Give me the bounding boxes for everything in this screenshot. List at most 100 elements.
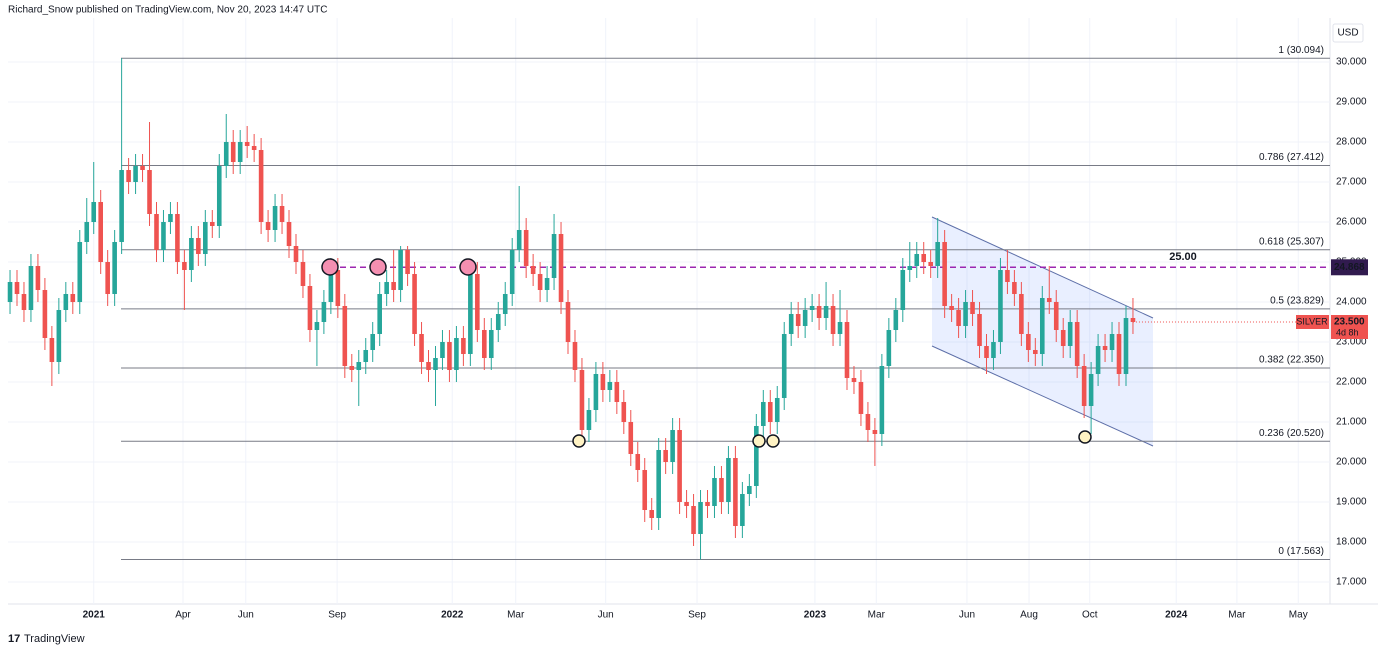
candle-body: [495, 314, 501, 330]
candle-body: [851, 378, 857, 382]
candle-body: [63, 294, 69, 310]
y-tick-label: 18.000: [1336, 537, 1367, 548]
candle-body: [614, 382, 620, 402]
fib-label: 0.786 (27.412): [1259, 152, 1324, 163]
candle-body: [1067, 322, 1073, 346]
candle-body: [293, 246, 299, 262]
candle-body: [133, 166, 138, 182]
candle-body: [837, 322, 843, 334]
touch-marker: [459, 258, 477, 276]
candle-body: [342, 306, 348, 366]
candle-body: [928, 262, 933, 266]
x-tick-label: Mar: [868, 610, 886, 621]
candle-body: [565, 302, 571, 342]
candle-body: [781, 334, 787, 398]
candle-body: [482, 330, 487, 358]
fib-label: 0.5 (23.829): [1270, 295, 1324, 306]
candle-body: [91, 202, 97, 222]
candle-body: [488, 330, 494, 358]
candle-body: [1019, 294, 1024, 334]
candle-body: [886, 330, 892, 366]
candle-body: [984, 346, 989, 358]
candle-body: [677, 430, 682, 502]
last-price-label: 23.500: [1334, 317, 1365, 328]
support-marker: [752, 434, 766, 448]
candle-body: [537, 274, 543, 290]
candle-body: [412, 274, 417, 334]
candle-body: [1046, 298, 1052, 302]
candle-body: [733, 458, 738, 526]
candle-body: [607, 382, 613, 390]
candle-body: [161, 222, 166, 250]
candle-body: [84, 222, 90, 242]
candle-body: [970, 302, 975, 314]
candle-body: [35, 266, 41, 290]
candle-body: [154, 214, 159, 250]
candle-body: [698, 502, 703, 534]
candle-body: [872, 430, 878, 434]
currency-box[interactable]: [1332, 23, 1364, 43]
candle-body: [530, 266, 536, 274]
candle-body: [516, 230, 522, 250]
candle-body: [237, 142, 243, 162]
candle-body: [893, 310, 899, 330]
candle-body: [879, 366, 885, 434]
candle-body: [279, 206, 285, 222]
touch-marker: [321, 258, 339, 276]
candle-body: [760, 402, 766, 426]
brand: 17 TradingView: [8, 633, 85, 645]
candle-body: [670, 430, 675, 462]
candle-body: [754, 426, 759, 486]
candle-body: [21, 294, 27, 310]
candle-body: [900, 270, 906, 310]
candle-body: [14, 282, 20, 294]
countdown: 4d 8h: [1336, 327, 1359, 337]
y-tick-label: 19.000: [1336, 497, 1367, 508]
candle-body: [998, 270, 1003, 342]
fib-label: 0.382 (22.350): [1259, 355, 1324, 366]
candle-body: [426, 362, 431, 370]
candle-body: [558, 234, 564, 302]
candle-body: [468, 274, 473, 354]
candle-body: [391, 282, 396, 290]
candle-body: [1123, 318, 1129, 374]
x-tick-label: Jun: [959, 610, 975, 621]
candle-body: [747, 486, 752, 494]
candle-body: [705, 502, 710, 506]
candle-body: [321, 302, 327, 322]
candle-body: [509, 250, 515, 294]
brand-logo: 17: [8, 633, 20, 645]
candle-body: [621, 402, 627, 422]
candle-body: [502, 294, 508, 314]
candle-body: [740, 494, 745, 526]
candle-body: [196, 238, 201, 254]
y-tick-label: 24.000: [1336, 297, 1367, 308]
resistance-tag: [1331, 259, 1368, 276]
candle-body: [189, 238, 194, 270]
candle-body: [1012, 282, 1017, 294]
candle-body: [203, 222, 208, 254]
candle-body: [795, 314, 801, 326]
x-tick-label: Jun: [238, 610, 254, 621]
candle-body: [656, 450, 661, 518]
candle-body: [300, 262, 306, 286]
y-tick-label: 29.000: [1336, 97, 1367, 108]
candle-body: [349, 366, 355, 370]
candle-body: [1109, 334, 1115, 350]
support-marker: [572, 434, 586, 448]
x-tick-label: 2022: [441, 610, 464, 621]
candle-body: [572, 342, 578, 370]
candle-body: [921, 254, 927, 262]
candle-body: [307, 286, 313, 330]
currency[interactable]: USD: [1337, 28, 1358, 39]
support-marker: [1078, 430, 1092, 444]
candle-body: [726, 458, 731, 502]
y-tick-label: 30.000: [1336, 57, 1367, 68]
fib-label: 0 (17.563): [1278, 546, 1324, 557]
y-tick-label: 26.000: [1336, 217, 1367, 228]
candle-body: [593, 374, 599, 410]
candle-body: [251, 146, 257, 150]
candle-body: [1053, 302, 1059, 330]
candle-body: [286, 222, 292, 246]
header: Richard_Snow published on TradingView.co…: [8, 5, 327, 16]
